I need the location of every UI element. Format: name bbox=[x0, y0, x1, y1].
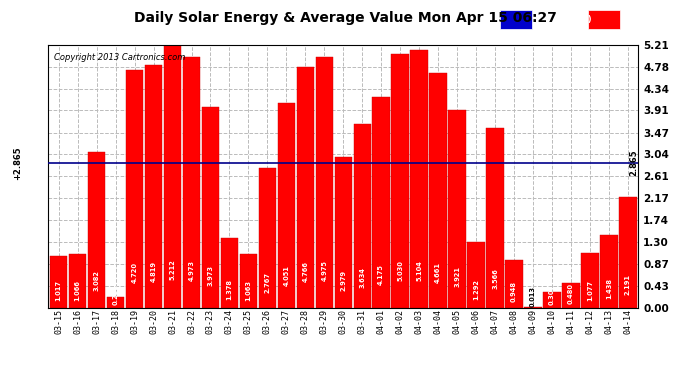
Bar bbox=[467, 242, 485, 308]
Bar bbox=[145, 65, 162, 308]
Bar bbox=[164, 45, 181, 308]
Text: 3.566: 3.566 bbox=[492, 268, 498, 288]
Text: 4.175: 4.175 bbox=[378, 265, 384, 285]
Text: +2.865: +2.865 bbox=[12, 146, 22, 180]
Text: 0.307: 0.307 bbox=[549, 284, 555, 305]
Text: 4.973: 4.973 bbox=[188, 260, 195, 281]
Text: Copyright 2013 Cartronics.com: Copyright 2013 Cartronics.com bbox=[55, 53, 186, 62]
Bar bbox=[335, 158, 352, 308]
Bar bbox=[183, 57, 200, 308]
Text: 0.201: 0.201 bbox=[112, 285, 119, 306]
Text: 2.191: 2.191 bbox=[625, 274, 631, 296]
Text: 5.104: 5.104 bbox=[416, 260, 422, 281]
FancyBboxPatch shape bbox=[589, 10, 620, 30]
Bar bbox=[107, 297, 124, 307]
Text: 5.212: 5.212 bbox=[170, 260, 175, 280]
Bar bbox=[524, 307, 542, 308]
Bar bbox=[88, 152, 106, 308]
Text: 4.051: 4.051 bbox=[284, 265, 289, 286]
Bar bbox=[201, 107, 219, 308]
Text: 5.030: 5.030 bbox=[397, 260, 403, 281]
Bar bbox=[353, 124, 371, 308]
Bar bbox=[391, 54, 409, 307]
Text: 4.975: 4.975 bbox=[322, 261, 327, 281]
Bar bbox=[126, 70, 144, 308]
Bar bbox=[259, 168, 276, 308]
Text: 1.077: 1.077 bbox=[587, 280, 593, 301]
Text: 0.013: 0.013 bbox=[530, 286, 536, 307]
Text: Daily Solar Energy & Average Value Mon Apr 15 06:27: Daily Solar Energy & Average Value Mon A… bbox=[134, 11, 556, 25]
Bar bbox=[486, 128, 504, 308]
Text: 1.438: 1.438 bbox=[606, 278, 612, 299]
Bar bbox=[411, 50, 428, 308]
Text: 0.480: 0.480 bbox=[568, 283, 574, 304]
Bar bbox=[315, 57, 333, 308]
Text: 1.066: 1.066 bbox=[75, 280, 81, 301]
Text: 1.017: 1.017 bbox=[56, 280, 61, 302]
Bar bbox=[221, 238, 238, 308]
Bar bbox=[543, 292, 561, 308]
Text: Daily   ($): Daily ($) bbox=[624, 15, 670, 24]
Text: 3.973: 3.973 bbox=[208, 266, 213, 286]
Text: 1.063: 1.063 bbox=[246, 280, 251, 301]
Bar bbox=[277, 104, 295, 308]
Text: 3.082: 3.082 bbox=[94, 270, 99, 291]
Text: 0.948: 0.948 bbox=[511, 281, 517, 302]
Bar bbox=[373, 97, 390, 308]
Bar bbox=[429, 73, 447, 308]
Text: 3.921: 3.921 bbox=[454, 266, 460, 287]
Text: 2.979: 2.979 bbox=[340, 270, 346, 291]
Text: 1.378: 1.378 bbox=[226, 279, 233, 300]
Text: 4.819: 4.819 bbox=[150, 261, 157, 282]
Bar bbox=[448, 110, 466, 308]
Text: 3.634: 3.634 bbox=[359, 267, 365, 288]
FancyBboxPatch shape bbox=[500, 10, 532, 30]
Text: 4.720: 4.720 bbox=[132, 262, 137, 283]
Text: 2.767: 2.767 bbox=[264, 272, 270, 292]
Text: 4.766: 4.766 bbox=[302, 261, 308, 282]
Text: Average ($): Average ($) bbox=[535, 15, 591, 24]
Bar bbox=[239, 254, 257, 308]
Bar bbox=[50, 256, 68, 307]
Text: 4.661: 4.661 bbox=[435, 262, 441, 283]
Text: 2.865: 2.865 bbox=[629, 150, 638, 177]
Bar bbox=[619, 197, 637, 308]
Bar bbox=[297, 68, 314, 308]
Bar bbox=[562, 284, 580, 308]
Bar bbox=[600, 235, 618, 308]
Text: 1.292: 1.292 bbox=[473, 279, 479, 300]
Bar bbox=[581, 253, 599, 308]
Bar bbox=[505, 260, 523, 308]
Bar bbox=[69, 254, 86, 308]
